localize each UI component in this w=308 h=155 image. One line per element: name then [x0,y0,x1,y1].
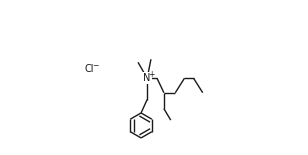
Text: Cl: Cl [85,64,94,74]
Text: +: + [148,70,154,79]
Text: N: N [144,73,151,83]
Text: −: − [92,61,99,70]
